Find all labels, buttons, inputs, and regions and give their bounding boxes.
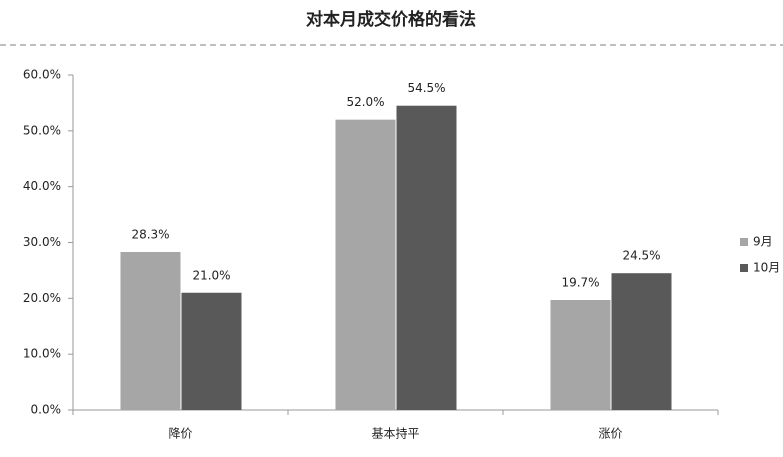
bar — [335, 119, 396, 411]
bar — [181, 292, 242, 410]
y-tick-label: 50.0% — [23, 123, 61, 137]
value-label: 21.0% — [192, 268, 230, 282]
y-tick-label: 10.0% — [23, 347, 61, 361]
value-label: 19.7% — [561, 276, 599, 290]
value-label: 24.5% — [622, 249, 660, 263]
chart-title: 对本月成交价格的看法 — [306, 9, 476, 30]
bar — [611, 273, 672, 410]
bar — [550, 300, 611, 410]
legend-swatch — [740, 238, 748, 246]
bar — [396, 105, 457, 410]
legend-swatch — [740, 264, 748, 272]
y-tick-label: 60.0% — [23, 68, 61, 82]
x-tick-label: 基本持平 — [371, 426, 419, 441]
value-label: 52.0% — [346, 95, 384, 109]
bar — [120, 251, 181, 410]
value-label: 28.3% — [131, 227, 169, 241]
y-tick-label: 20.0% — [23, 291, 61, 305]
value-label: 54.5% — [407, 81, 445, 95]
y-tick-label: 30.0% — [23, 235, 61, 249]
legend-label: 9月 — [753, 235, 773, 249]
y-tick-label: 40.0% — [23, 179, 61, 193]
legend-label: 10月 — [753, 261, 780, 275]
x-tick-label: 涨价 — [598, 426, 622, 441]
y-tick-label: 0.0% — [31, 403, 62, 417]
x-tick-label: 降价 — [168, 427, 192, 441]
